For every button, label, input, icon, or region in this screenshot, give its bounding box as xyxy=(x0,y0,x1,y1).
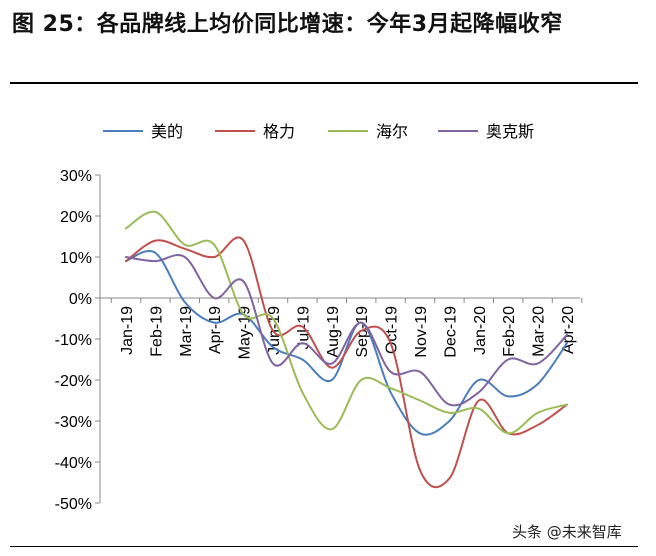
title-rule xyxy=(10,82,638,84)
bottom-rule xyxy=(10,546,638,547)
series-line-海尔 xyxy=(125,210,568,435)
x-tick-label: Feb-20 xyxy=(501,306,518,357)
x-tick-label: Dec-19 xyxy=(442,306,459,358)
y-tick-label: -20% xyxy=(55,373,92,390)
legend-label: 奥克斯 xyxy=(486,122,534,141)
x-tick-label: Apr-19 xyxy=(207,306,224,354)
y-tick-label: -40% xyxy=(55,455,92,472)
x-tick-label: Jan-19 xyxy=(119,306,136,355)
x-tick-label: Nov-19 xyxy=(413,306,430,358)
y-tick-label: -50% xyxy=(55,496,92,513)
watermark-text: 头条 @未来智库 xyxy=(512,523,622,541)
x-tick-label: Apr-20 xyxy=(560,306,577,354)
x-tick-label: Jan-20 xyxy=(472,306,489,355)
y-axis: 30% 20% 10% 0% -10% -20% -30% -40% -50% xyxy=(55,168,101,513)
x-tick-label: Mar-20 xyxy=(531,306,548,357)
x-tick-label: Feb-19 xyxy=(148,306,165,357)
figure-title: 图 25：各品牌线上均价同比增速：今年3月起降幅收窄 xyxy=(12,12,563,37)
x-tick-label: Mar-19 xyxy=(178,306,195,357)
x-tick-label: Oct-19 xyxy=(384,306,401,354)
y-tick-label: -30% xyxy=(55,414,92,431)
legend-label: 美的 xyxy=(151,122,183,141)
chart-legend: 美的 格力 海尔 奥克斯 xyxy=(103,122,534,141)
x-tick-label: Aug-19 xyxy=(325,306,342,358)
series-lines xyxy=(125,210,568,489)
x-axis: Jan-19 Feb-19 Mar-19 Apr-19 May-19 Jun-19 Jul-… xyxy=(100,297,583,359)
x-tick-label: Sep-19 xyxy=(354,306,371,358)
y-tick-label: 30% xyxy=(60,168,92,185)
series-line-格力 xyxy=(125,236,568,489)
legend-label: 海尔 xyxy=(376,122,408,141)
y-tick-label: -10% xyxy=(55,332,92,349)
legend-label: 格力 xyxy=(263,122,295,141)
y-tick-label: 10% xyxy=(60,250,92,267)
y-tick-label: 20% xyxy=(60,209,92,226)
series-line-奥克斯 xyxy=(125,254,568,407)
series-line-美的 xyxy=(125,250,568,436)
y-tick-label: 0% xyxy=(69,291,92,308)
x-tick-label: Jun-19 xyxy=(266,306,283,355)
